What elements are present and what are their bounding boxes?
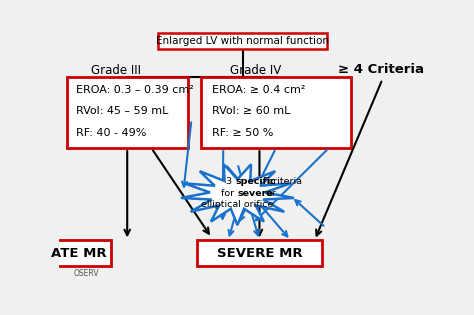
Text: RF: 40 - 49%: RF: 40 - 49%: [76, 128, 146, 138]
Text: OSERV: OSERV: [74, 269, 100, 278]
Text: EROA: 0.3 – 0.39 cm²: EROA: 0.3 – 0.39 cm²: [76, 85, 193, 95]
Text: or: or: [263, 189, 276, 198]
Bar: [158, 33, 328, 49]
Text: RF: ≥ 50 %: RF: ≥ 50 %: [212, 128, 273, 138]
Text: severe: severe: [237, 189, 273, 198]
Text: ATE MR: ATE MR: [51, 247, 107, 260]
Polygon shape: [181, 164, 294, 225]
Bar: [37, 240, 111, 266]
Text: ≥ 4 Criteria: ≥ 4 Criteria: [337, 63, 424, 76]
Text: 3: 3: [227, 177, 236, 186]
Text: elliptical orifice: elliptical orifice: [201, 200, 273, 209]
Text: SEVERE MR: SEVERE MR: [217, 247, 302, 260]
Text: RVol: ≥ 60 mL: RVol: ≥ 60 mL: [212, 106, 290, 116]
Text: for: for: [221, 189, 237, 198]
Text: Grade IV: Grade IV: [230, 64, 282, 77]
Bar: [201, 77, 351, 148]
Bar: [66, 77, 188, 148]
Text: specific: specific: [236, 177, 276, 186]
Text: RVol: 45 – 59 mL: RVol: 45 – 59 mL: [76, 106, 168, 116]
Text: EROA: ≥ 0.4 cm²: EROA: ≥ 0.4 cm²: [212, 85, 305, 95]
Text: criteria: criteria: [265, 177, 302, 186]
Text: Enlarged LV with normal function: Enlarged LV with normal function: [156, 36, 329, 46]
Text: Grade III: Grade III: [91, 64, 141, 77]
Bar: [197, 240, 322, 266]
